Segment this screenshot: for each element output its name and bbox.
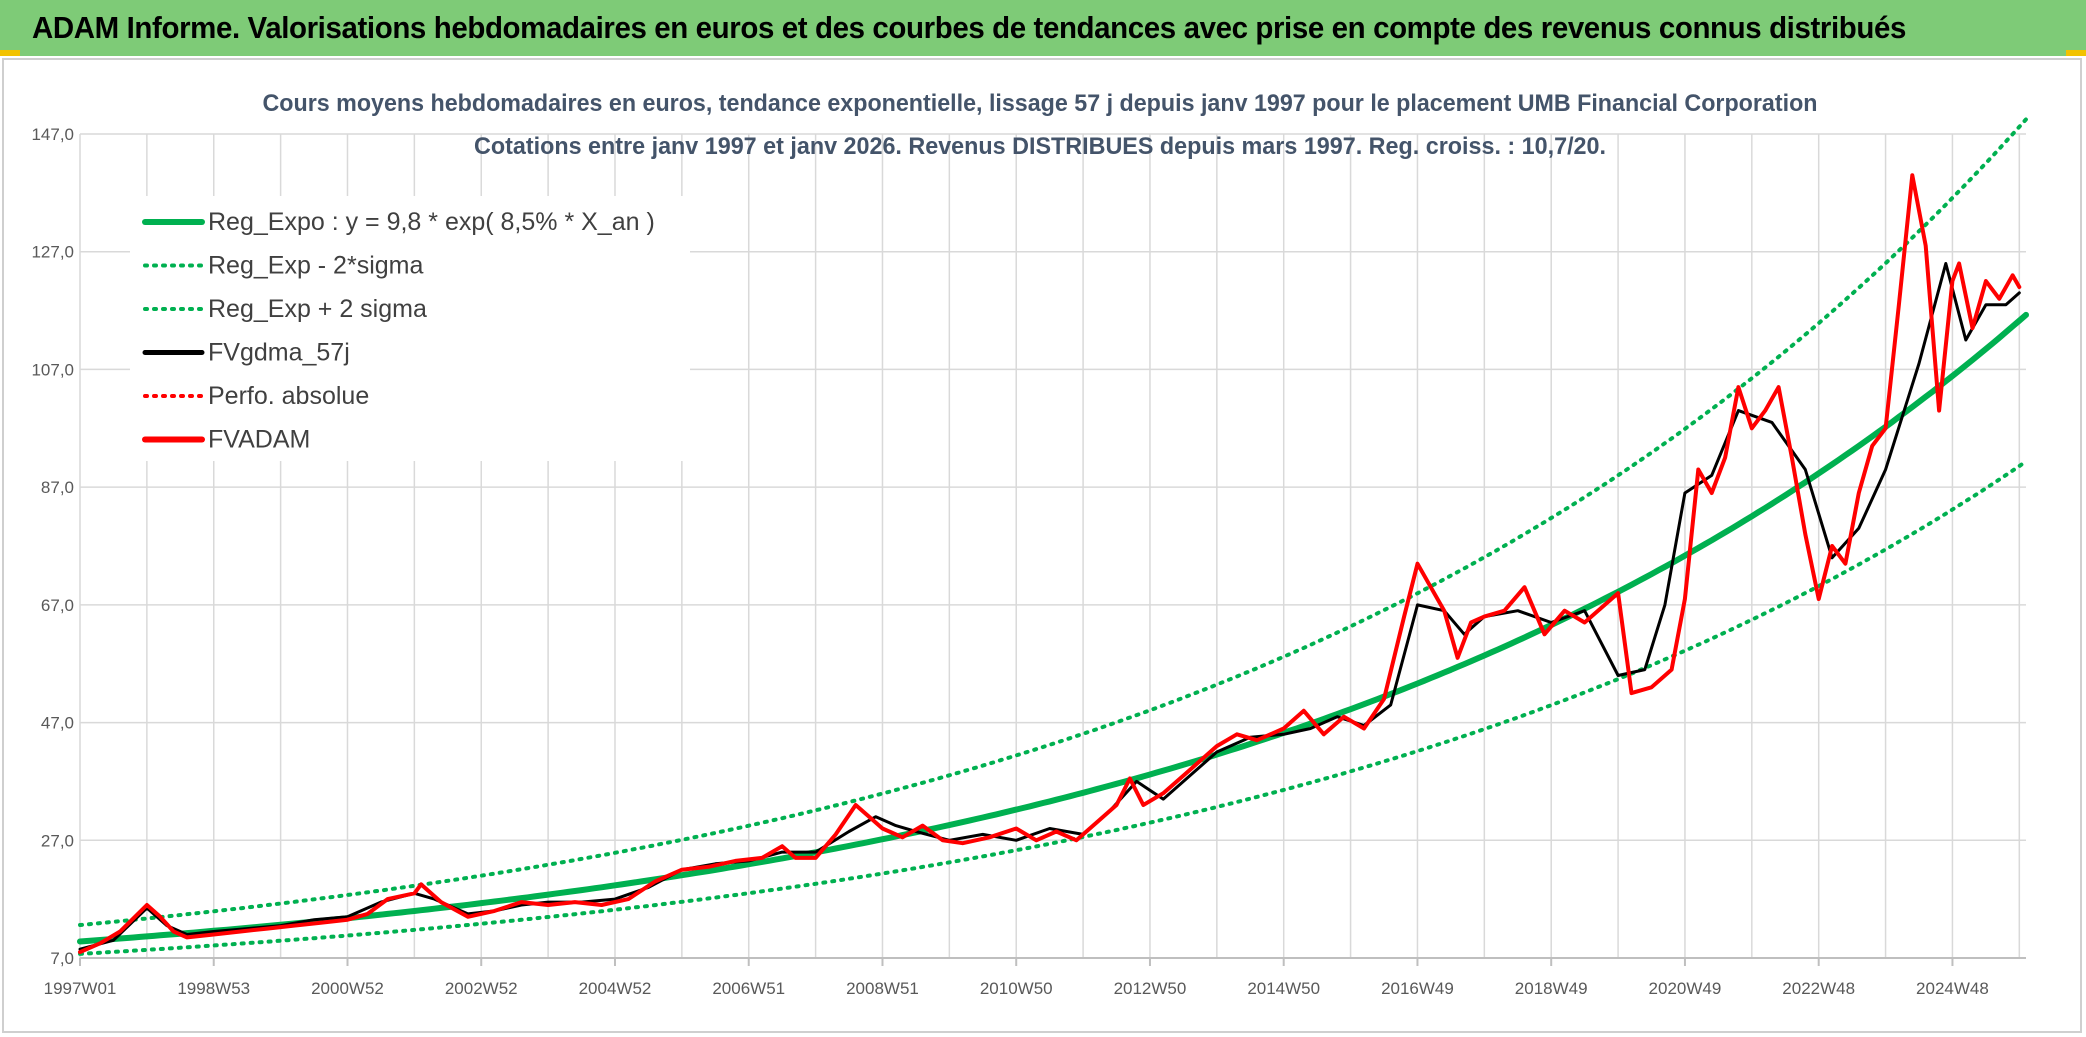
- legend-label: Reg_Expo : y = 9,8 * exp( 8,5% * X_an ): [208, 208, 655, 236]
- x-tick-label: 2024W48: [1916, 979, 1989, 998]
- x-tick-label: 2022W48: [1782, 979, 1855, 998]
- series-line-5: [78, 173, 2022, 955]
- x-tick-label: 2008W51: [846, 979, 919, 998]
- y-tick-label: 127,0: [31, 243, 74, 262]
- x-tick-label: 2000W52: [311, 979, 384, 998]
- x-tick-label: 1997W01: [44, 979, 117, 998]
- x-tick-label: 2014W50: [1247, 979, 1320, 998]
- corner-marker-left: [0, 50, 20, 56]
- y-tick-label: 67,0: [41, 596, 74, 615]
- legend-label: FVgdma_57j: [208, 339, 350, 367]
- chart-title: Cours moyens hebdomadaires en euros, ten…: [263, 90, 1818, 117]
- legend-label: Perfo. absolue: [208, 382, 369, 410]
- chart-subtitle: Cotations entre janv 1997 et janv 2026. …: [474, 133, 1606, 160]
- x-tick-label: 2012W50: [1114, 979, 1187, 998]
- x-tick-label: 2018W49: [1515, 979, 1588, 998]
- legend-label: Reg_Exp + 2 sigma: [208, 295, 427, 323]
- series-layer: [77, 117, 2029, 956]
- x-tick-label: 1998W53: [177, 979, 250, 998]
- report-title: ADAM Informe. Valorisations hebdomadaire…: [32, 10, 1907, 45]
- axis-layer: 7,0 27,0 47,0 67,0 87,0 107,0 127,0 147,0 1997W0…: [31, 125, 2026, 998]
- x-tick-label: 2002W52: [445, 979, 518, 998]
- x-tick-label: 2020W49: [1649, 979, 1722, 998]
- y-tick-label: 7,0: [50, 949, 74, 968]
- series-line-0: [77, 311, 2029, 945]
- y-tick-label: 87,0: [41, 478, 74, 497]
- y-tick-label: 107,0: [31, 360, 74, 379]
- legend: Reg_Expo : y = 9,8 * exp( 8,5% * X_an ) R…: [130, 196, 690, 461]
- y-tick-label: 27,0: [41, 831, 74, 850]
- x-tick-label: 2010W50: [980, 979, 1053, 998]
- y-tick-label: 47,0: [41, 714, 74, 733]
- series-line-1: [78, 459, 2028, 956]
- legend-label: FVADAM: [208, 426, 310, 454]
- x-tick-label: 2006W51: [712, 979, 785, 998]
- x-tick-label: 2004W52: [579, 979, 652, 998]
- corner-marker-right: [2066, 50, 2086, 56]
- y-tick-label: 147,0: [31, 125, 74, 144]
- x-tick-label: 2016W49: [1381, 979, 1454, 998]
- report-banner: ADAM Informe. Valorisations hebdomadaire…: [0, 0, 2086, 56]
- series-line-2: [78, 117, 2028, 927]
- legend-label: Reg_Exp - 2*sigma: [208, 252, 423, 280]
- legend-background: [130, 196, 690, 461]
